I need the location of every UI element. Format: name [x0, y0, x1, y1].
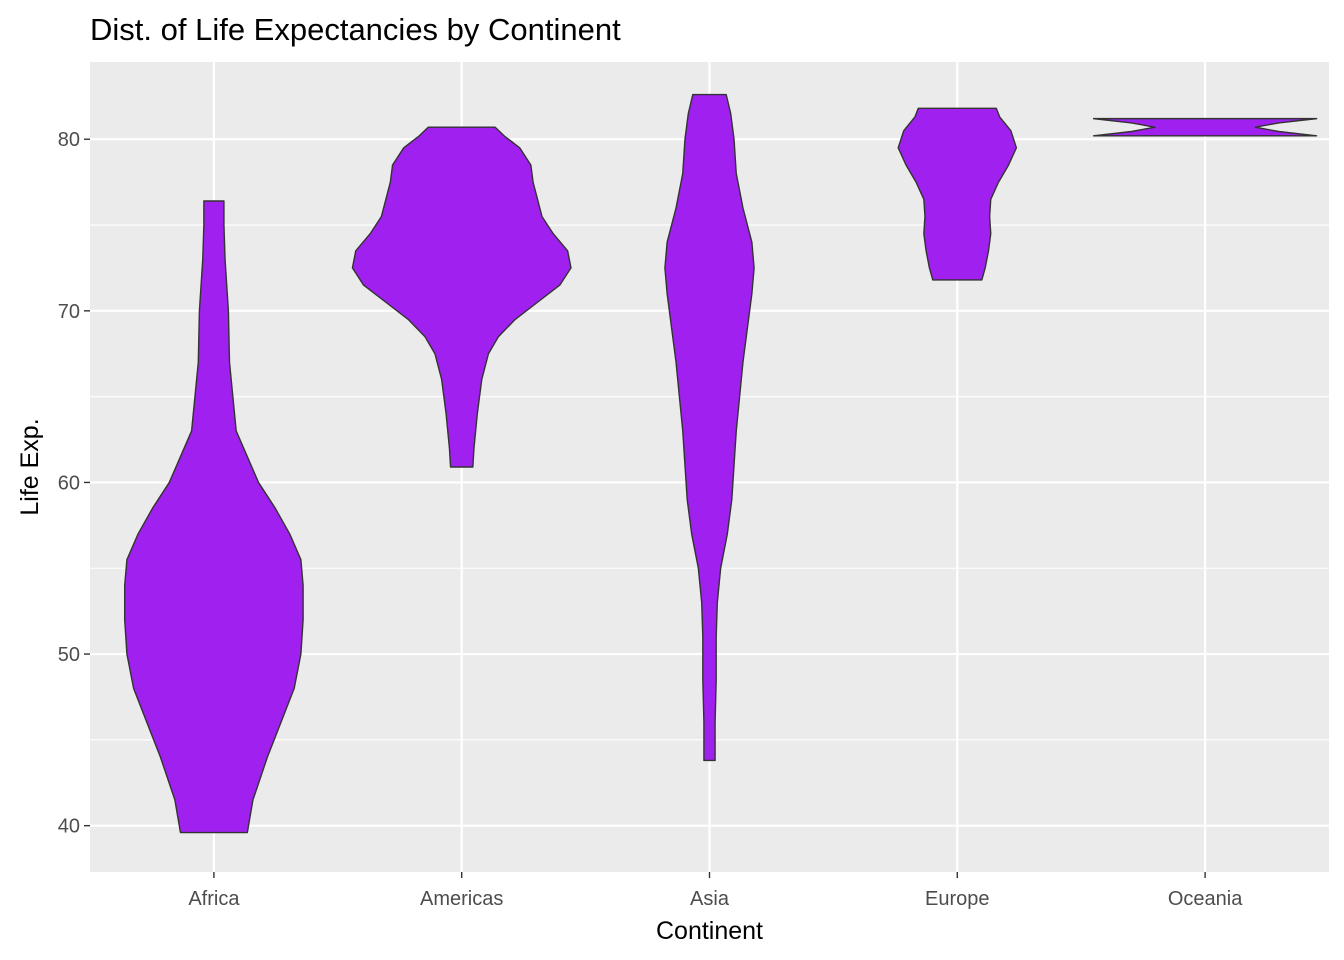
x-axis: Africa Americas Asia Europe Oceania: [188, 872, 1243, 910]
violin-oceania: [1092, 117, 1318, 137]
x-tick-label: Europe: [925, 888, 990, 910]
x-tick-label: Asia: [690, 888, 730, 910]
x-tick-label: Oceania: [1168, 888, 1243, 910]
y-tick-label: 60: [58, 472, 80, 494]
y-tick-label: 70: [58, 301, 80, 323]
chart-title: Dist. of Life Expectancies by Continent: [90, 12, 621, 47]
violin-asia: [664, 93, 755, 762]
x-axis-title: Continent: [656, 917, 763, 945]
y-axis-title: Life Exp.: [16, 418, 44, 515]
violin-americas: [351, 126, 572, 468]
violin-europe: [897, 107, 1018, 281]
y-tick-label: 50: [58, 644, 80, 666]
x-tick-label: Africa: [188, 888, 240, 910]
y-tick-label: 40: [58, 816, 80, 838]
y-tick-label: 80: [58, 129, 80, 151]
x-tick-label: Americas: [420, 888, 503, 910]
violin-series: [123, 93, 1318, 834]
violin-africa: [123, 200, 304, 834]
y-axis: 40 50 60 70 80: [58, 129, 90, 838]
